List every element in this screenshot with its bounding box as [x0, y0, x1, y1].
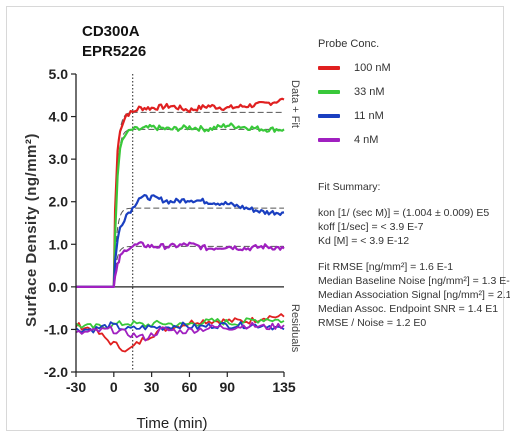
fit-line-4-nM: [113, 245, 284, 287]
panel-label-data-fit: Data + Fit: [289, 80, 301, 128]
y-tick-label: 5.0: [49, 66, 69, 82]
fit-summary-line: Median Baseline Noise [ng/mm²] = 1.3 E-1: [318, 275, 510, 287]
legend-swatch: [318, 66, 340, 70]
x-tick-label: 60: [182, 379, 198, 395]
data-line-33-nM: [76, 122, 285, 288]
legend-entry: 33 nM: [318, 80, 391, 104]
legend-label: 100 nM: [354, 62, 391, 74]
x-tick-label: 30: [144, 379, 160, 395]
y-tick-label: -2.0: [44, 364, 68, 380]
legend-title: Probe Conc.: [318, 38, 380, 50]
legend-entry: 4 nM: [318, 128, 391, 152]
y-tick-label: -1.0: [44, 321, 68, 337]
figure-frame: [6, 6, 504, 431]
x-tick-label: 90: [219, 379, 235, 395]
fit-summary-line: RMSE / Noise = 1.2 E0: [318, 317, 427, 329]
fit-summary-line: Median Association Signal [ng/mm²] = 2.1…: [318, 289, 510, 301]
data-line-11-nM: [76, 194, 285, 288]
legend-label: 33 nM: [354, 86, 385, 98]
fit-summary-line: koff [1/sec] = < 3.9 E-7: [318, 221, 424, 233]
legend-entry: 100 nM: [318, 56, 391, 80]
legend-swatch: [318, 90, 340, 94]
y-axis-label: Surface Density (ng/mm²): [23, 133, 40, 327]
y-tick-label: 2.0: [49, 194, 69, 210]
fit-line-100-nM: [113, 111, 284, 287]
chart-title-line-2: EPR5226: [82, 43, 146, 60]
legend-label: 11 nM: [354, 110, 384, 122]
x-tick-label: 0: [110, 379, 118, 395]
legend: Probe Conc. 100 nM 33 nM 11 nM 4 nM: [318, 38, 391, 152]
legend-entry: 11 nM: [318, 104, 391, 128]
chart-title-line-1: CD300A: [82, 23, 140, 40]
fit-summary-title: Fit Summary:: [318, 181, 381, 193]
y-tick-label: 0.0: [49, 279, 69, 295]
panel-label-residuals: Residuals: [289, 304, 301, 353]
legend-swatch: [318, 114, 340, 118]
x-tick-label: 135: [272, 379, 296, 395]
fit-summary-line: kon [1/ (sec M)] = (1.004 ± 0.009) E5: [318, 207, 490, 219]
y-tick-label: 1.0: [49, 236, 69, 252]
y-tick-label: 4.0: [49, 109, 69, 125]
y-tick-label: 3.0: [49, 151, 69, 167]
x-axis-label: Time (min): [136, 415, 207, 432]
data-line-4-nM: [76, 241, 285, 288]
fit-summary-line: Fit RMSE [ng/mm²] = 1.6 E-1: [318, 261, 454, 273]
x-tick-label: -30: [66, 379, 86, 395]
fit-summary-line: Median Assoc. Endpoint SNR = 1.4 E1: [318, 303, 499, 315]
legend-label: 4 nM: [354, 134, 379, 146]
legend-swatch: [318, 138, 340, 142]
fit-line-11-nM: [113, 207, 284, 287]
residual-line-4-nM: [75, 321, 285, 342]
fit-summary-line: Kd [M] = < 3.9 E-12: [318, 235, 410, 247]
fit-summary: Fit Summary: kon [1/ (sec M)] = (1.004 ±…: [318, 180, 510, 330]
